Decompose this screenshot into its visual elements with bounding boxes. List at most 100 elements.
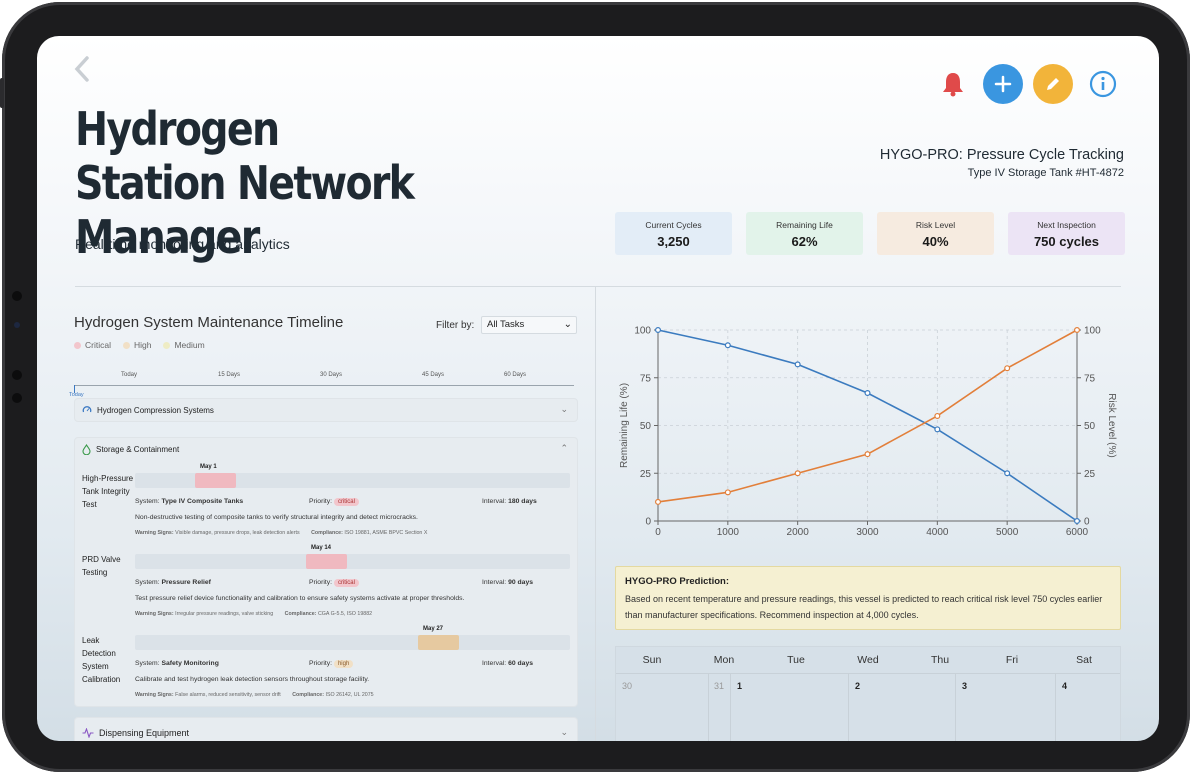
interval-field: Interval: 90 days bbox=[482, 579, 533, 586]
task-meta: System: Safety Monitoring Priority: high… bbox=[135, 660, 571, 668]
category-compression[interactable]: Hydrogen Compression Systems ⌄ bbox=[74, 398, 578, 422]
calendar-cell[interactable]: 4 bbox=[1056, 674, 1120, 741]
priority-legend: Critical High Medium bbox=[74, 340, 205, 350]
back-icon[interactable] bbox=[73, 56, 91, 90]
series-point-0 bbox=[864, 390, 871, 397]
meta-label: Compliance: bbox=[292, 692, 325, 698]
filter-value: All Tasks bbox=[487, 319, 525, 330]
edit-button[interactable] bbox=[1033, 64, 1073, 104]
stat-label: Current Cycles bbox=[645, 220, 702, 230]
task-bar[interactable] bbox=[418, 635, 459, 650]
calendar-date: 1 bbox=[737, 681, 743, 691]
y2-tick-label: 0 bbox=[1084, 517, 1090, 528]
task-meta: System: Type IV Composite Tanks Priority… bbox=[135, 498, 571, 506]
calendar-cell[interactable]: 1 bbox=[731, 674, 849, 741]
y-tick-label: 50 bbox=[640, 421, 652, 432]
calendar-cell[interactable]: 31 bbox=[709, 674, 731, 741]
meta-label: System: bbox=[135, 579, 160, 586]
series-point-1 bbox=[934, 412, 941, 419]
info-icon[interactable] bbox=[1083, 64, 1123, 104]
calendar-cell[interactable]: 30 bbox=[616, 674, 709, 741]
y2-tick-label: 75 bbox=[1084, 373, 1096, 384]
bell-icon[interactable] bbox=[933, 64, 973, 104]
timeline-label: 45 Days bbox=[422, 372, 445, 378]
calendar-day-header: Thu bbox=[930, 654, 950, 666]
calendar-cell[interactable]: 2 bbox=[849, 674, 956, 741]
task-track bbox=[135, 635, 570, 650]
calendar-day-header: Fri bbox=[1005, 654, 1019, 666]
task-warning: Warning Signs: Visible damage, pressure … bbox=[135, 530, 427, 536]
series-point-0 bbox=[654, 326, 661, 334]
x-tick-label: 1000 bbox=[717, 527, 740, 538]
task-warning: Warning Signs: Irregular pressure readin… bbox=[135, 611, 372, 617]
meta-label: Compliance: bbox=[311, 530, 343, 536]
device-sensor bbox=[12, 393, 22, 403]
plus-icon bbox=[994, 75, 1012, 93]
filter-select[interactable]: All Tasks ⌄ bbox=[481, 316, 577, 334]
task-name: Leak Detection System Calibration bbox=[82, 636, 121, 684]
stat-current-cycles: Current Cycles 3,250 bbox=[615, 212, 732, 255]
stat-next-inspection: Next Inspection 750 cycles bbox=[1008, 212, 1125, 255]
task-track bbox=[135, 554, 570, 569]
task-meta: System: Pressure Relief Priority: critic… bbox=[135, 579, 571, 587]
pulse-icon bbox=[82, 728, 94, 738]
stat-label: Risk Level bbox=[915, 220, 956, 230]
stat-remaining-life: Remaining Life 62% bbox=[746, 212, 863, 255]
series-point-0 bbox=[1074, 518, 1081, 525]
priority-field: Priority: high bbox=[309, 660, 354, 668]
meta-label: Compliance: bbox=[284, 611, 317, 617]
x-tick-label: 2000 bbox=[787, 527, 810, 538]
series-point-1 bbox=[794, 470, 801, 477]
interval-field: Interval: 60 days bbox=[482, 660, 533, 667]
maintenance-title: Hydrogen System Maintenance Timeline bbox=[74, 314, 344, 331]
task-date: May 14 bbox=[311, 545, 332, 551]
stat-label: Remaining Life bbox=[776, 220, 833, 230]
y2-tick-label: 25 bbox=[1084, 469, 1096, 480]
stat-value: 62% bbox=[791, 234, 818, 249]
task-bar[interactable] bbox=[306, 554, 347, 569]
series-point-1 bbox=[724, 489, 731, 496]
calendar-date: 30 bbox=[622, 681, 633, 691]
category-dispensing[interactable]: Dispensing Equipment ⌄ bbox=[74, 717, 578, 741]
timeline-label: 15 Days bbox=[218, 372, 241, 378]
stats-row: Current Cycles 3,250 Remaining Life 62% Ri… bbox=[615, 212, 1125, 255]
warning-text: Visible damage, pressure drops, leak det… bbox=[175, 530, 300, 536]
series-point-1 bbox=[654, 498, 661, 505]
task-name: PRD Valve Testing bbox=[82, 555, 121, 577]
timeline-axis: Today 15 Days 30 Days 45 Days 60 Days bbox=[74, 372, 574, 384]
legend-label: High bbox=[133, 340, 152, 350]
category-name: Dispensing Equipment bbox=[99, 728, 190, 738]
meta-label: System: bbox=[135, 660, 160, 667]
series-point-1 bbox=[864, 451, 871, 458]
task-description: Test pressure relief device functionalit… bbox=[135, 595, 465, 602]
asset-label: Type IV Storage Tank #HT-4872 bbox=[967, 167, 1124, 179]
page-subtitle: Real-time monitoring and analytics bbox=[75, 236, 290, 252]
chevron-down-icon[interactable]: ⌄ bbox=[560, 727, 568, 737]
task-name: High-Pressure Tank Integrity Test bbox=[82, 474, 134, 509]
calendar-date: 31 bbox=[714, 681, 725, 691]
chevron-down-icon[interactable]: ⌄ bbox=[560, 404, 568, 414]
category-name: Hydrogen Compression Systems bbox=[97, 405, 214, 415]
add-button[interactable] bbox=[983, 64, 1023, 104]
task-description: Calibrate and test hydrogen leak detecti… bbox=[135, 676, 370, 683]
stat-value: 3,250 bbox=[657, 234, 690, 249]
prediction-heading: HYGO-PRO Prediction: bbox=[625, 576, 729, 587]
timeline-label: 60 Days bbox=[504, 372, 527, 378]
meta-label: Warning Signs: bbox=[135, 530, 174, 536]
priority-badge: critical bbox=[333, 498, 359, 506]
task-bar[interactable] bbox=[195, 473, 236, 488]
task-system: Pressure Relief bbox=[161, 579, 211, 586]
y-tick-label: 0 bbox=[645, 517, 651, 528]
meta-label: System: bbox=[135, 498, 160, 505]
legend-label: Medium bbox=[174, 340, 205, 350]
category-header[interactable]: Storage & Containment ⌃ bbox=[75, 438, 577, 460]
meta-label: Interval: bbox=[482, 579, 507, 586]
category-header[interactable]: Hydrogen Compression Systems ⌄ bbox=[75, 399, 577, 421]
meta-label: Warning Signs: bbox=[135, 692, 174, 698]
task-description: Non-destructive testing of composite tan… bbox=[135, 514, 418, 521]
meta-label: Interval: bbox=[482, 498, 507, 505]
category-header[interactable]: Dispensing Equipment ⌄ bbox=[75, 718, 577, 741]
chevron-up-icon[interactable]: ⌃ bbox=[560, 443, 568, 453]
calendar-date: 2 bbox=[855, 681, 861, 691]
calendar-cell[interactable]: 3 bbox=[956, 674, 1056, 741]
